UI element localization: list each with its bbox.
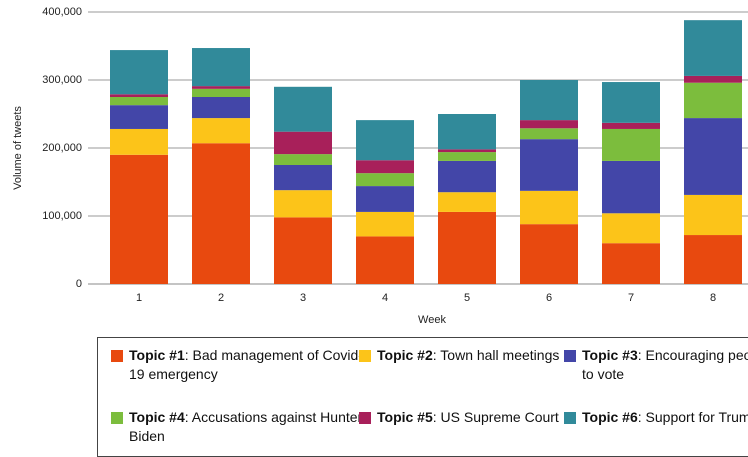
legend-description: : Accusations against Hunter Biden [129, 409, 363, 444]
legend-swatch [564, 412, 576, 424]
legend-name: Topic #5 [377, 409, 433, 425]
bar-segment [520, 190, 578, 225]
bar-segment [684, 82, 742, 119]
bar-segment [684, 118, 742, 195]
bar-segment [274, 190, 332, 218]
x-tick-label: 4 [382, 292, 388, 304]
bar-segment [274, 131, 332, 155]
bar-segment [192, 118, 250, 144]
legend-name: Topic #4 [129, 409, 185, 425]
legend-name: Topic #1 [129, 347, 185, 363]
bar-segment [356, 120, 414, 161]
legend-description: : Town hall meetings [432, 347, 560, 363]
legend-description: : Support for Trump [637, 409, 748, 425]
bar-segment [110, 128, 168, 155]
legend-swatch [359, 412, 371, 424]
legend-name: Topic #3 [582, 347, 638, 363]
bar-segment [438, 114, 496, 150]
x-tick-label: 8 [710, 292, 716, 304]
bar-segment [110, 50, 168, 95]
bar-segment [438, 152, 496, 161]
bar-segment [684, 194, 742, 236]
legend-name: Topic #6 [582, 409, 638, 425]
bar-segment [192, 97, 250, 119]
bar-segment [438, 192, 496, 212]
x-tick-label: 3 [300, 292, 306, 304]
bar-segment [110, 105, 168, 129]
bar-segment [192, 86, 250, 89]
bar-segment [274, 86, 332, 132]
bar-segment [520, 139, 578, 191]
bar-segment [192, 88, 250, 97]
bar-segment [602, 213, 660, 244]
bar-segment [356, 236, 414, 284]
bar-segment [110, 154, 168, 284]
legend-item: Topic #2: Town hall meetings [359, 346, 567, 365]
y-tick-label: 400,000 [42, 6, 82, 18]
bar-segment [602, 243, 660, 284]
bar-segment [602, 160, 660, 214]
legend-swatch [359, 350, 371, 362]
bar-segment [602, 122, 660, 129]
legend-item: Topic #5: US Supreme Court [359, 408, 567, 427]
bar-segment [110, 94, 168, 97]
legend-name: Topic #2 [377, 347, 433, 363]
legend: Topic #1: Bad management of Covid-19 eme… [97, 337, 748, 457]
x-tick-label: 2 [218, 292, 224, 304]
bar-segment [684, 235, 742, 284]
bar-segment [192, 143, 250, 284]
legend-description: : US Supreme Court [432, 409, 559, 425]
bar-segment [274, 217, 332, 284]
legend-swatch [564, 350, 576, 362]
y-tick-label: 200,000 [42, 142, 82, 154]
legend-swatch [111, 350, 123, 362]
bar-segment [356, 186, 414, 212]
bar-segment [438, 211, 496, 284]
bar-segment [274, 165, 332, 191]
bar-segment [602, 128, 660, 161]
x-axis-label: Week [418, 314, 446, 326]
legend-item: Topic #4: Accusations against Hunter Bid… [111, 408, 369, 446]
y-tick-label: 0 [76, 278, 82, 290]
x-tick-label: 5 [464, 292, 470, 304]
x-tick-label: 1 [136, 292, 142, 304]
bar-segment [438, 160, 496, 193]
y-axis-label: Volume of tweets [12, 106, 24, 190]
legend-item: Topic #6: Support for Trump [564, 408, 748, 427]
bar-segment [356, 211, 414, 237]
bar-segment [110, 97, 168, 106]
bar-segment [602, 82, 660, 123]
x-tick-label: 6 [546, 292, 552, 304]
bar-segment [520, 80, 578, 121]
bar-segment [438, 149, 496, 153]
x-tick-label: 7 [628, 292, 634, 304]
bar-segment [520, 120, 578, 129]
y-tick-label: 100,000 [42, 210, 82, 222]
y-tick-label: 300,000 [42, 74, 82, 86]
chart: Week Volume of tweets 0 100,000 200,000 300… [12, 6, 748, 326]
legend-swatch [111, 412, 123, 424]
legend-description: : Bad management of Covid-19 emergency [129, 347, 363, 382]
legend-item: Topic #3: Encouraging people to vote [564, 346, 748, 384]
bar-segment [520, 128, 578, 140]
bar-segment [274, 154, 332, 165]
bar-segment [356, 160, 414, 174]
bar-segment [192, 48, 250, 87]
legend-item: Topic #1: Bad management of Covid-19 eme… [111, 346, 369, 384]
bar-segment [684, 75, 742, 83]
bar-segment [684, 20, 742, 76]
bar-segment [520, 224, 578, 284]
bar-segment [356, 173, 414, 187]
legend-description: : Encouraging people to vote [582, 347, 748, 382]
